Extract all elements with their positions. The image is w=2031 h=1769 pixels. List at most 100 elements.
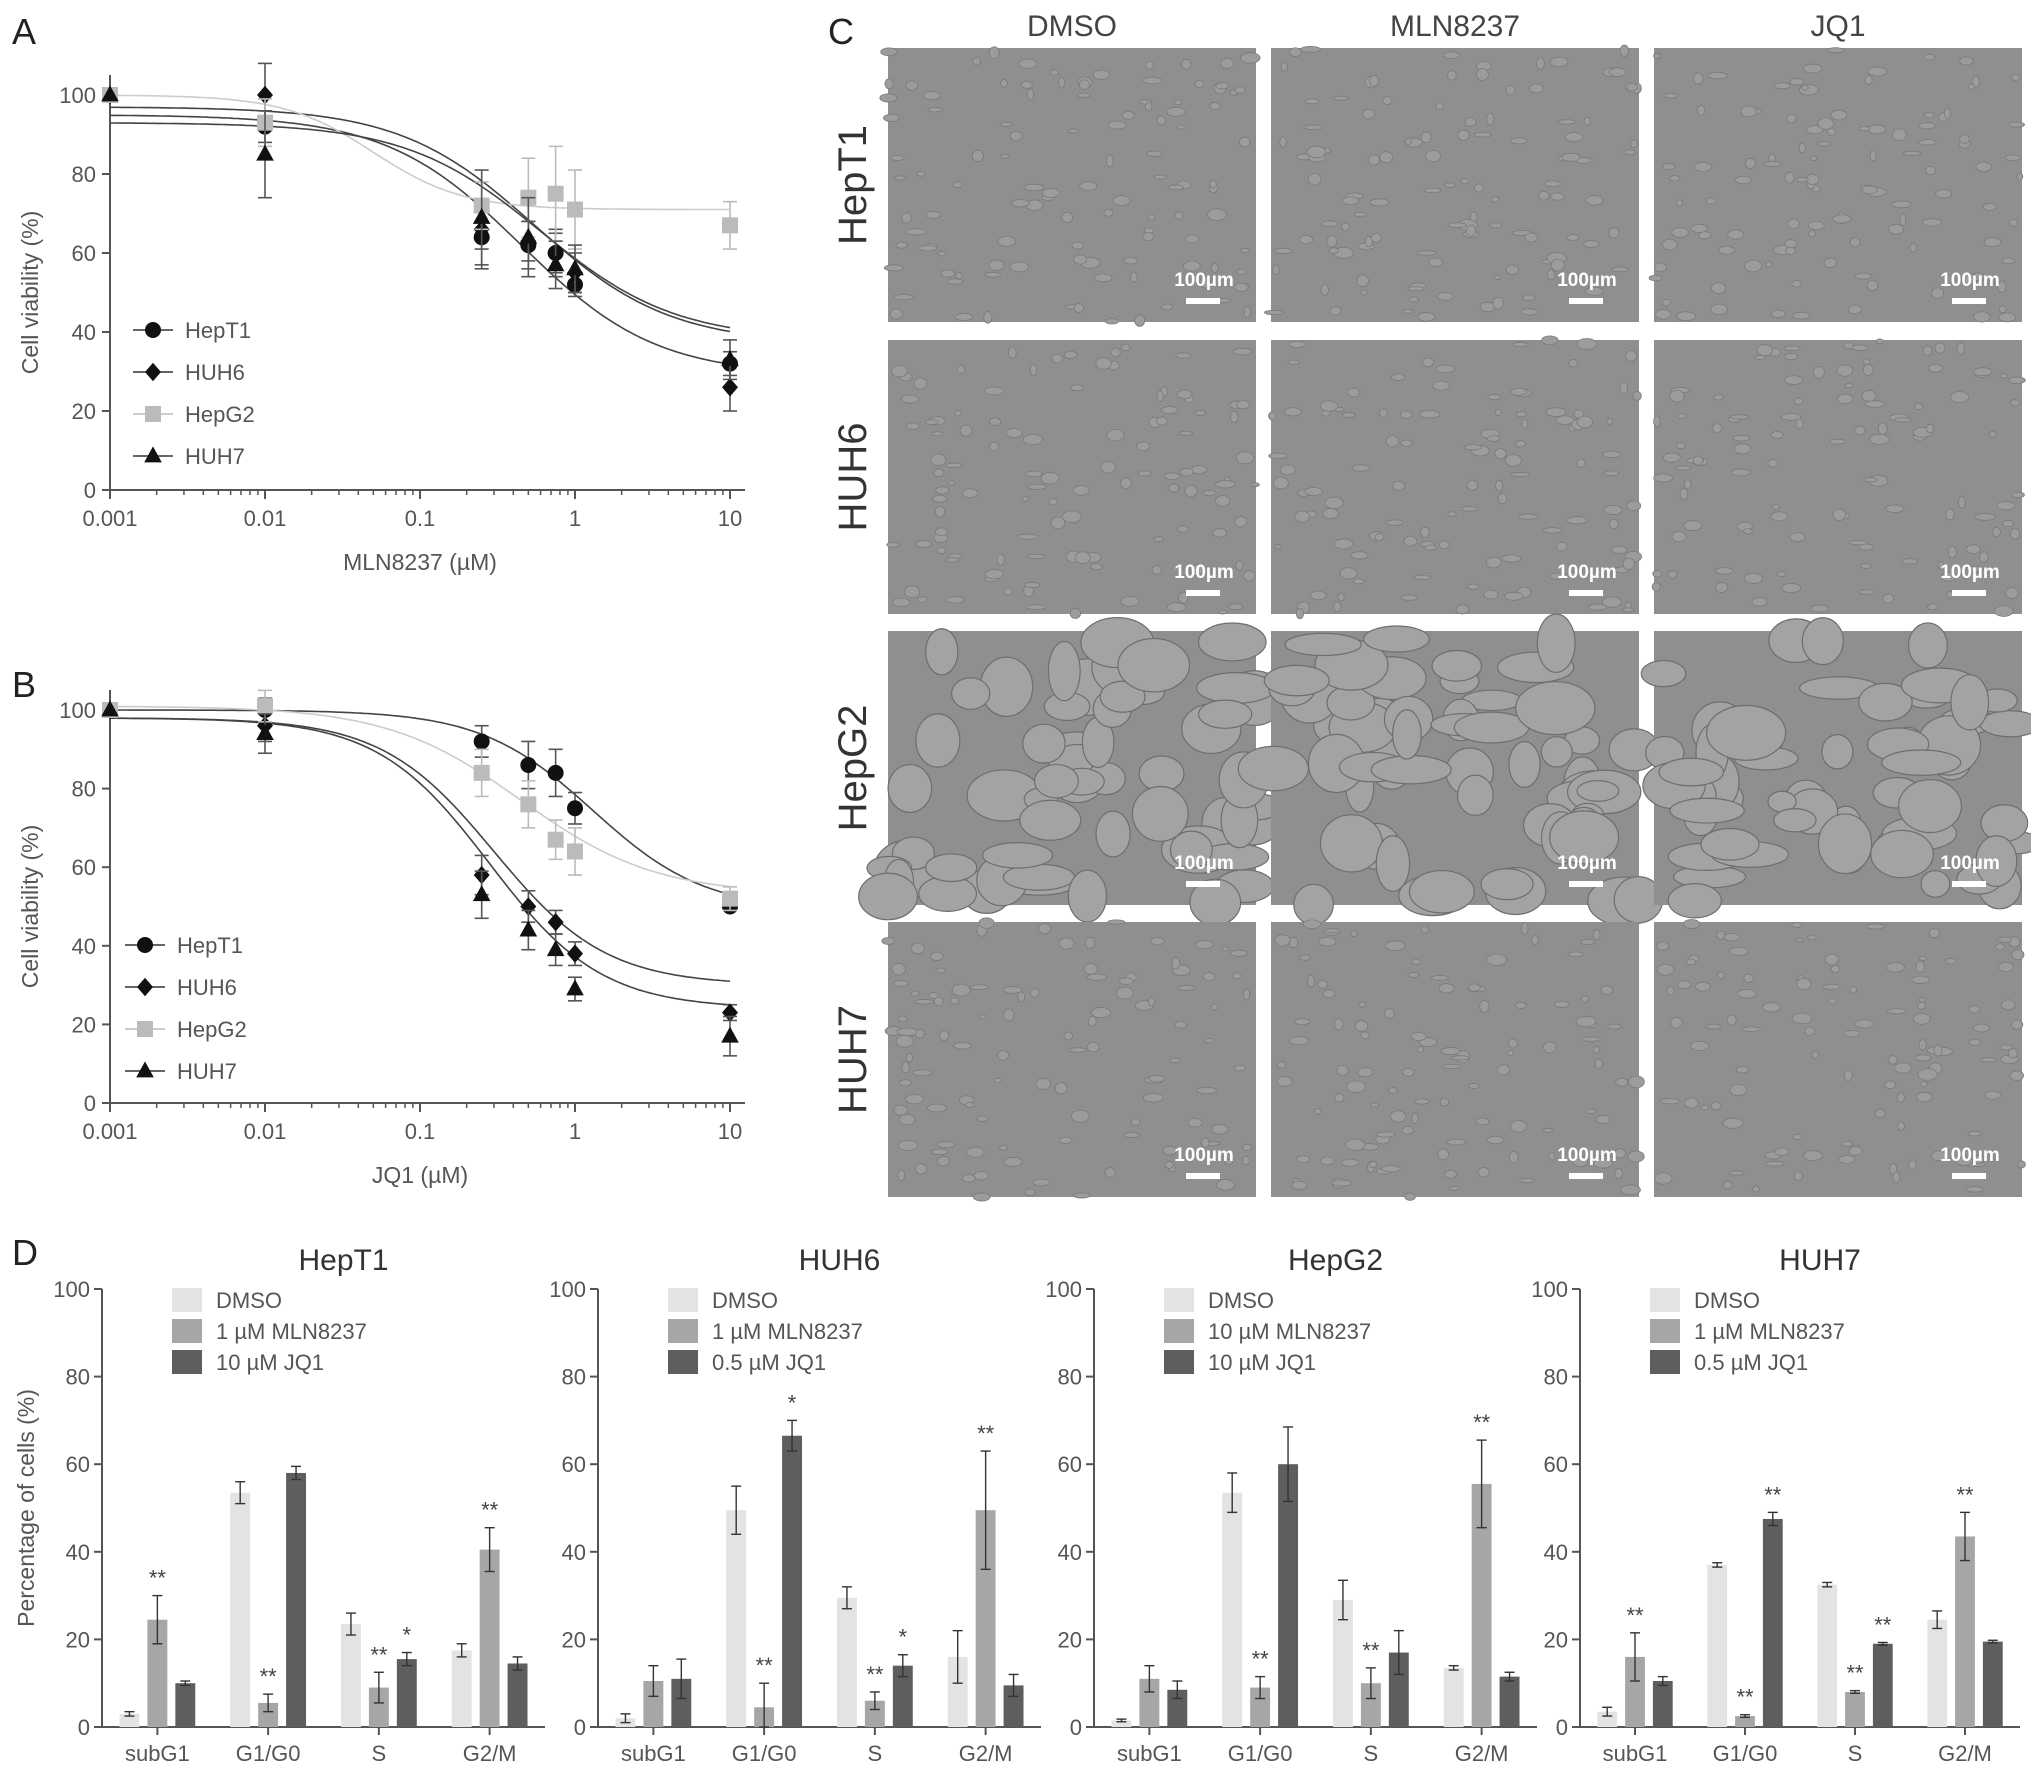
cell bbox=[1437, 1148, 1449, 1161]
cell bbox=[1548, 572, 1568, 580]
cell bbox=[1009, 130, 1023, 142]
cell bbox=[1751, 597, 1768, 607]
cell bbox=[1698, 231, 1712, 240]
significance-mark: ** bbox=[1252, 1647, 1270, 1672]
x-tick-label: G2/M bbox=[463, 1741, 517, 1766]
cell bbox=[2005, 587, 2019, 599]
micrograph bbox=[888, 922, 1256, 1197]
legend-swatch-DMSO bbox=[1650, 1288, 1680, 1312]
cell bbox=[1417, 312, 1436, 322]
cell bbox=[926, 1103, 947, 1113]
cell bbox=[1893, 417, 1913, 423]
cell bbox=[927, 107, 944, 113]
bar-DMSO bbox=[1332, 1599, 1353, 1727]
cell bbox=[1368, 1160, 1378, 1169]
cell bbox=[1787, 218, 1800, 229]
cell bbox=[1727, 229, 1744, 240]
cell bbox=[1421, 357, 1435, 367]
cell bbox=[1620, 1184, 1641, 1196]
cell bbox=[1218, 609, 1228, 615]
cell bbox=[1791, 1012, 1813, 1025]
cell bbox=[1329, 306, 1342, 316]
cell bbox=[922, 91, 941, 101]
cell bbox=[2011, 949, 2025, 961]
bar-DMSO bbox=[947, 1656, 968, 1727]
bar-DMSO bbox=[451, 1650, 472, 1727]
cell bbox=[1416, 250, 1437, 256]
cell bbox=[1828, 997, 1837, 1005]
cell bbox=[1722, 1180, 1733, 1190]
cell bbox=[1298, 234, 1314, 245]
cell bbox=[2011, 491, 2025, 498]
bar-1 µM MLN8237 bbox=[1625, 1656, 1645, 1727]
bar-10 µM JQ1 bbox=[286, 1472, 307, 1727]
y-tick-label: 60 bbox=[562, 1452, 586, 1477]
cell bbox=[1791, 280, 1802, 288]
cell bbox=[1184, 484, 1198, 498]
cell bbox=[1950, 391, 1970, 404]
cell-cluster bbox=[1319, 814, 1383, 873]
bar-10 µM MLN8237 bbox=[1250, 1687, 1271, 1727]
significance-mark: ** bbox=[1626, 1603, 1644, 1628]
cell bbox=[1676, 413, 1687, 419]
significance-mark: ** bbox=[481, 1498, 499, 1523]
cell bbox=[1608, 227, 1620, 239]
cell bbox=[1156, 115, 1166, 126]
cell bbox=[1918, 122, 1937, 130]
cell bbox=[1287, 359, 1300, 365]
x-tick-label: 0.01 bbox=[244, 1119, 287, 1144]
cell bbox=[945, 596, 965, 604]
cell bbox=[1548, 1152, 1556, 1161]
y-tick-label: 20 bbox=[72, 399, 96, 424]
cell bbox=[1160, 303, 1174, 311]
cell bbox=[1575, 1015, 1597, 1028]
legend-swatch-DMSO bbox=[172, 1288, 202, 1312]
cell bbox=[1050, 516, 1066, 530]
x-tick-label: 10 bbox=[718, 506, 742, 531]
cell bbox=[1892, 1171, 1901, 1183]
legend-label-HUH7: HUH7 bbox=[185, 444, 245, 469]
cell bbox=[1167, 483, 1180, 493]
cell bbox=[931, 431, 944, 437]
cell bbox=[1594, 1058, 1603, 1069]
legend-label-HUH6: HUH6 bbox=[177, 975, 237, 1000]
cell bbox=[1483, 589, 1499, 600]
cell bbox=[1705, 197, 1717, 205]
cell bbox=[1980, 1057, 1998, 1063]
cell bbox=[2010, 73, 2021, 81]
data-point-HUH7 bbox=[721, 350, 739, 367]
cell bbox=[1743, 973, 1754, 983]
cell bbox=[1238, 136, 1251, 148]
cell bbox=[1022, 434, 1043, 446]
cell bbox=[1379, 408, 1388, 418]
cell bbox=[1718, 245, 1735, 255]
cell bbox=[1588, 603, 1607, 611]
cell bbox=[1381, 1165, 1401, 1173]
cell bbox=[1928, 363, 1944, 373]
cell bbox=[1922, 218, 1942, 227]
cell-cluster bbox=[1456, 774, 1494, 817]
cell bbox=[988, 46, 1000, 60]
micrograph bbox=[1654, 340, 2022, 614]
cell bbox=[1078, 79, 1090, 90]
cell-cluster bbox=[1576, 779, 1620, 802]
cell bbox=[1679, 487, 1689, 501]
cell bbox=[1622, 557, 1635, 570]
cell bbox=[1162, 1145, 1178, 1156]
cell bbox=[1793, 397, 1804, 405]
cell bbox=[1145, 101, 1153, 112]
cell bbox=[1494, 448, 1507, 460]
cell bbox=[1354, 1020, 1369, 1032]
y-tick-label: 0 bbox=[1070, 1715, 1082, 1740]
cell bbox=[1466, 479, 1479, 491]
bar-DMSO bbox=[119, 1713, 140, 1727]
x-tick-label: subG1 bbox=[1603, 1741, 1668, 1766]
cell bbox=[1826, 47, 1844, 54]
cell bbox=[1515, 440, 1526, 448]
bar-1 µM MLN8237 bbox=[479, 1549, 500, 1727]
cell-cluster bbox=[1169, 830, 1213, 869]
cell bbox=[1233, 1065, 1247, 1072]
column-header-MLN8237: MLN8237 bbox=[1390, 10, 1520, 43]
cell-cluster bbox=[1920, 870, 1951, 898]
cell bbox=[2010, 399, 2020, 407]
